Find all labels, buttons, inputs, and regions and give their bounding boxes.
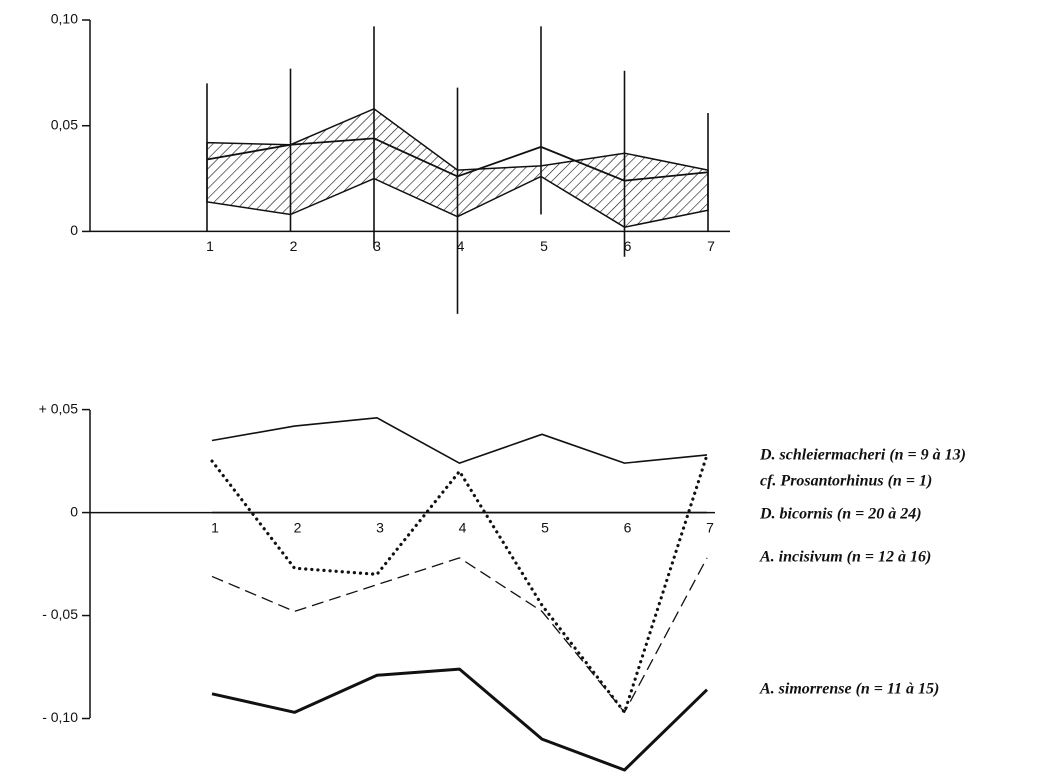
- x-tick-label: 4: [459, 519, 467, 535]
- x-tick-label: 5: [541, 519, 549, 535]
- y-tick-label: - 0,05: [42, 606, 78, 622]
- x-tick-label: 7: [707, 238, 715, 254]
- y-tick-label: + 0,05: [39, 400, 79, 416]
- legend-label: A. simorrense (n = 11 à 15): [759, 681, 939, 698]
- x-tick-label: 1: [206, 238, 214, 254]
- legend-label: D. bicornis (n = 20 à 24): [759, 506, 922, 523]
- legend-label: cf. Prosantorhinus (n = 1): [760, 473, 932, 490]
- series-line: [211, 557, 708, 713]
- y-tick-label: 0: [70, 503, 78, 519]
- legend-label: D. schleiermacheri (n = 9 à 13): [759, 447, 966, 464]
- x-tick-label: 2: [290, 238, 298, 254]
- series-line: [211, 667, 709, 772]
- x-tick-label: 6: [624, 238, 632, 254]
- x-tick-label: 1: [211, 519, 219, 535]
- x-tick-label: 4: [457, 238, 465, 254]
- x-tick-label: 6: [624, 519, 632, 535]
- y-tick-label: 0,10: [51, 11, 78, 27]
- y-tick-label: 0: [70, 222, 78, 238]
- x-tick-label: 7: [706, 519, 714, 535]
- x-tick-label: 5: [540, 238, 548, 254]
- legend-label: A. incisivum (n = 12 à 16): [759, 549, 931, 566]
- x-tick-label: 3: [376, 519, 384, 535]
- y-tick-label: - 0,10: [42, 709, 78, 725]
- series-line: [210, 453, 709, 714]
- y-tick-label: 0,05: [51, 116, 78, 132]
- x-tick-label: 3: [373, 238, 381, 254]
- series-line: [211, 417, 708, 464]
- x-tick-label: 2: [294, 519, 302, 535]
